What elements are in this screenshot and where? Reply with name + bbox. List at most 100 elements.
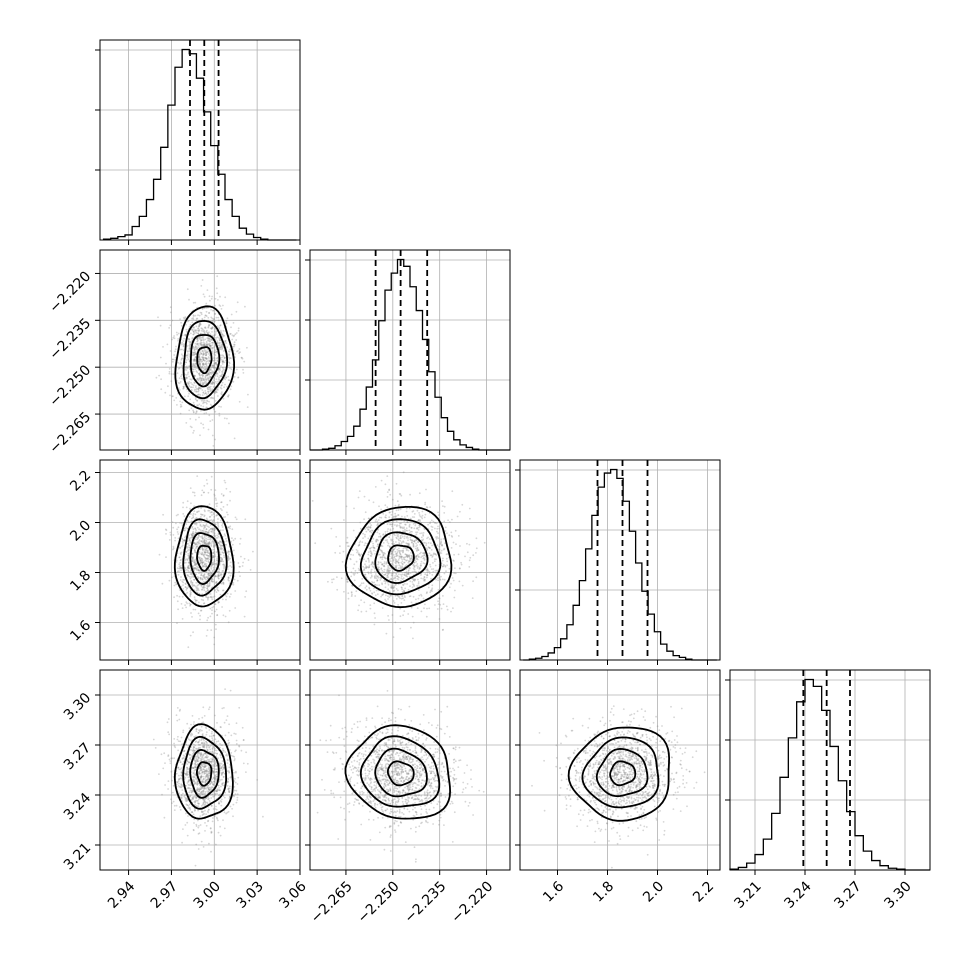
sample-point — [230, 572, 233, 575]
sample-point — [188, 392, 190, 395]
sample-point — [377, 562, 380, 564]
sample-point — [417, 581, 420, 583]
sample-point — [207, 390, 209, 393]
sample-point — [198, 362, 201, 365]
sample-point — [154, 747, 157, 749]
pair-panel-0-1 — [95, 249, 301, 455]
sample-point — [186, 350, 189, 352]
sample-point — [195, 412, 197, 415]
sample-point — [208, 414, 211, 417]
sample-point — [159, 356, 162, 359]
sample-point — [168, 370, 171, 373]
sample-point — [202, 402, 204, 405]
sample-point — [187, 552, 190, 555]
sample-point — [177, 339, 180, 342]
sample-point — [162, 513, 165, 516]
sample-point — [197, 819, 199, 822]
sample-point — [177, 361, 180, 364]
sample-point — [193, 559, 196, 562]
sample-point — [217, 819, 219, 822]
sample-point — [209, 389, 212, 392]
sample-point — [423, 516, 426, 519]
sample-point — [453, 596, 456, 599]
sample-point — [440, 541, 442, 544]
sample-point — [197, 388, 200, 391]
sample-point — [200, 609, 203, 612]
sample-point — [393, 589, 396, 592]
sample-point — [203, 491, 206, 494]
sample-point — [211, 334, 214, 337]
sample-point — [215, 608, 218, 611]
sample-point — [355, 590, 358, 593]
sample-point — [176, 594, 179, 597]
sample-point — [178, 563, 181, 566]
sample-point — [189, 541, 192, 544]
sample-point — [209, 344, 212, 347]
sample-point — [204, 576, 207, 579]
sample-point — [364, 542, 367, 545]
sample-point — [353, 563, 356, 566]
sample-point — [200, 588, 203, 591]
sample-point — [222, 368, 225, 371]
sample-point — [387, 595, 389, 597]
sample-point — [152, 738, 155, 741]
sample-point — [402, 597, 404, 600]
sample-point — [223, 566, 226, 569]
sample-point — [177, 338, 180, 340]
sample-point — [194, 352, 197, 355]
sample-point — [451, 536, 454, 538]
sample-point — [191, 368, 194, 371]
sample-point — [388, 596, 391, 599]
sample-point — [403, 527, 405, 530]
sample-point — [201, 733, 204, 735]
sample-point — [192, 411, 195, 414]
sample-point — [219, 375, 222, 378]
sample-point — [370, 546, 373, 549]
sample-point — [383, 565, 386, 568]
sample-point — [202, 358, 205, 361]
sample-point — [235, 518, 238, 521]
sample-point — [412, 567, 415, 570]
sample-point — [227, 526, 230, 528]
sample-point — [391, 521, 394, 524]
sample-point — [236, 793, 239, 795]
sample-point — [193, 494, 196, 497]
sample-point — [206, 348, 209, 351]
sample-point — [214, 535, 216, 537]
sample-point — [391, 538, 394, 541]
sample-point — [191, 383, 194, 386]
sample-point — [390, 562, 393, 565]
sample-point — [188, 348, 191, 351]
sample-point — [206, 406, 209, 409]
sample-point — [364, 587, 367, 589]
sample-point — [403, 516, 406, 518]
sample-point — [362, 582, 365, 584]
sample-point — [408, 531, 411, 534]
sample-point — [201, 566, 204, 568]
sample-point — [341, 561, 344, 563]
sample-point — [193, 491, 196, 494]
sample-point — [208, 345, 211, 347]
sample-point — [363, 601, 366, 604]
sample-point — [365, 567, 367, 570]
sample-point — [187, 358, 190, 361]
sample-point — [209, 515, 212, 518]
sample-point — [334, 551, 337, 554]
sample-point — [218, 337, 221, 339]
sample-point — [247, 559, 250, 561]
sample-point — [202, 374, 205, 377]
sample-point — [214, 333, 217, 336]
sample-point — [359, 527, 362, 530]
sample-point — [365, 610, 368, 613]
sample-point — [180, 324, 183, 327]
sample-point — [429, 522, 431, 525]
sample-point — [350, 553, 352, 556]
sample-point — [204, 362, 207, 365]
sample-point — [210, 571, 212, 574]
sample-point — [239, 575, 241, 577]
sample-point — [208, 543, 211, 546]
sample-point — [217, 316, 220, 319]
sample-point — [438, 618, 441, 620]
sample-point — [174, 539, 177, 542]
sample-point — [355, 548, 358, 551]
